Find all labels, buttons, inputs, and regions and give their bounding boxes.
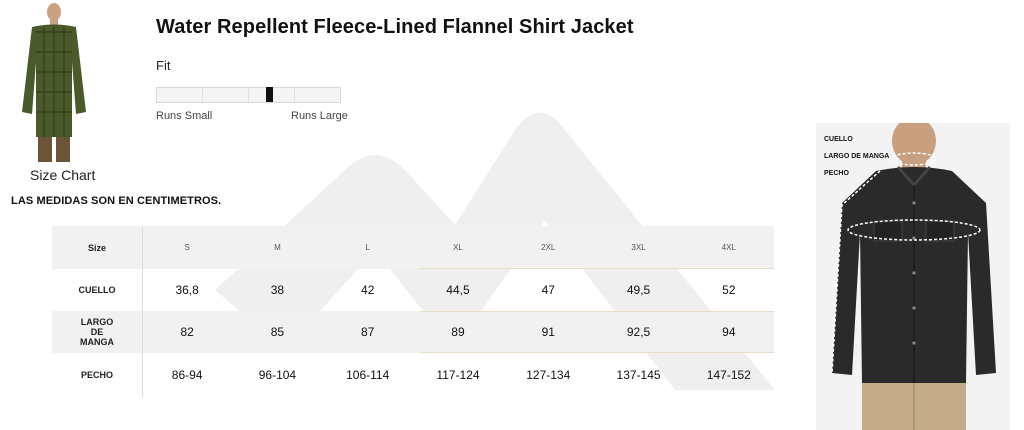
table-cell: 38 <box>270 283 285 297</box>
table-cell: 89 <box>451 325 465 339</box>
diagram-label-largo-de-manga: LARGO DE MANGA <box>824 153 890 160</box>
table-header-row: Size S M L XL 2XL 3XL 4XL <box>52 226 774 269</box>
table-cell: 47 <box>541 283 555 297</box>
size-chart-label: Size Chart <box>30 167 96 183</box>
table-cell: 85 <box>270 325 285 339</box>
table-row: CUELLO 36,8 38 42 44,5 47 49,5 52 <box>52 269 774 311</box>
row-label-cuello: CUELLO <box>78 285 116 295</box>
table-cell: 86-94 <box>171 368 203 382</box>
size-3xl: 3XL <box>631 243 646 252</box>
table-cell: 82 <box>180 325 194 339</box>
measurement-model-image: CUELLO LARGO DE MANGA PECHO <box>816 123 1010 430</box>
table-row: PECHO 86-94 96-104 106-114 117-124 127-1… <box>52 353 774 397</box>
fit-marker <box>265 87 273 102</box>
table-cell: 36,8 <box>175 283 199 297</box>
table-cell: 87 <box>361 325 375 339</box>
fit-runs-small-label: Runs Small <box>156 110 213 122</box>
table-column-divider <box>142 226 143 397</box>
row-label-pecho: PECHO <box>80 370 113 380</box>
size-m: M <box>274 243 281 252</box>
table-cell: 92,5 <box>626 325 651 339</box>
size-s: S <box>184 243 190 252</box>
size-xl: XL <box>453 243 463 252</box>
table-cell: 49,5 <box>626 283 651 297</box>
table-row: LARGO DE MANGA 82 85 87 89 91 92,5 94 <box>52 311 774 353</box>
product-thumbnail[interactable] <box>14 2 92 162</box>
table-cell: 44,5 <box>446 283 470 297</box>
table-cell: 127-134 <box>526 368 571 382</box>
table-cell: 117-124 <box>436 368 480 382</box>
diagram-label-cuello: CUELLO <box>824 136 853 143</box>
table-cell: 106-114 <box>346 368 390 382</box>
size-l: L <box>365 243 370 252</box>
table-cell: 52 <box>722 283 736 297</box>
size-2xl: 2XL <box>541 243 556 252</box>
fit-scale <box>156 87 341 103</box>
size-table: Size S M L XL 2XL 3XL 4XL CUELLO 36,8 38… <box>52 226 774 397</box>
fit-label: Fit <box>156 58 171 73</box>
table-cell: 96-104 <box>258 368 297 382</box>
size-4xl: 4XL <box>721 243 736 252</box>
table-cell: 91 <box>541 325 555 339</box>
row-label-largo-de-manga: LARGO DE MANGA <box>80 317 114 347</box>
fit-runs-large-label: Runs Large <box>291 110 348 122</box>
measurement-note: LAS MEDIDAS SON EN CENTIMETROS. <box>11 195 222 207</box>
table-cell: 42 <box>361 283 375 297</box>
table-cell: 137-145 <box>616 368 661 382</box>
diagram-label-pecho: PECHO <box>824 170 849 177</box>
table-cell: 94 <box>722 325 736 339</box>
size-header: Size <box>87 242 106 253</box>
table-cell: 147-152 <box>706 368 751 382</box>
product-title: Water Repellent Fleece-Lined Flannel Shi… <box>156 16 634 38</box>
